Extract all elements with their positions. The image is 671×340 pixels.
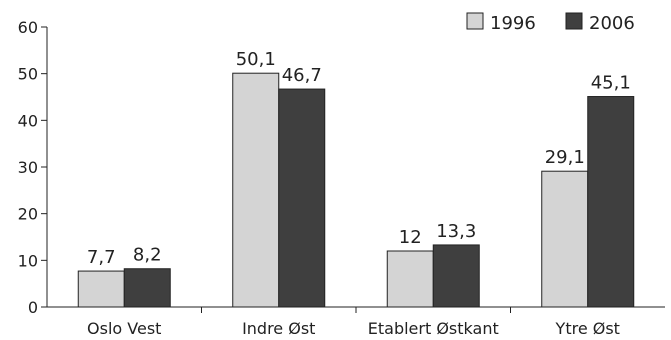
y-tick-label: 50 — [18, 65, 38, 84]
bar-1996 — [541, 170, 589, 308]
y-tick-label: 20 — [18, 205, 38, 224]
bar-1996 — [386, 250, 434, 308]
bar-1996 — [232, 72, 280, 308]
bar-1996 — [77, 270, 125, 308]
y-tick-label: 10 — [18, 251, 38, 270]
data-label: 12 — [399, 227, 422, 248]
data-label: 7,7 — [87, 247, 116, 268]
axes: 0 10 20 30 40 50 60 Oslo Vest Indre Øst Etablert … — [18, 18, 665, 338]
data-label: 45,1 — [591, 73, 631, 94]
data-label: 46,7 — [282, 65, 322, 86]
data-label: 13,3 — [436, 221, 476, 242]
legend: 1996 2006 — [466, 12, 635, 34]
bars — [77, 72, 635, 308]
bar-2006 — [432, 244, 480, 308]
legend-swatch — [565, 12, 583, 30]
y-tick-label: 40 — [18, 111, 38, 130]
data-label: 29,1 — [545, 147, 585, 168]
x-tick-label: Indre Øst — [242, 319, 315, 338]
y-tick-label: 0 — [28, 298, 38, 317]
legend-label: 2006 — [589, 13, 635, 34]
data-label: 8,2 — [133, 245, 162, 266]
x-tick-label: Etablert Østkant — [368, 319, 499, 338]
bar-2006 — [278, 88, 326, 308]
bar-2006 — [123, 268, 171, 308]
legend-label: 1996 — [490, 13, 536, 34]
bar-2006 — [587, 96, 635, 308]
data-label: 50,1 — [236, 49, 276, 70]
x-tick-label: Oslo Vest — [87, 319, 161, 338]
x-tick-label: Ytre Øst — [555, 319, 620, 338]
y-tick-label: 60 — [18, 18, 38, 37]
legend-swatch — [466, 12, 484, 30]
y-tick-label: 30 — [18, 158, 38, 177]
data-labels: 7,7 8,2 50,1 46,7 12 13,3 29,1 45,1 — [87, 49, 631, 268]
